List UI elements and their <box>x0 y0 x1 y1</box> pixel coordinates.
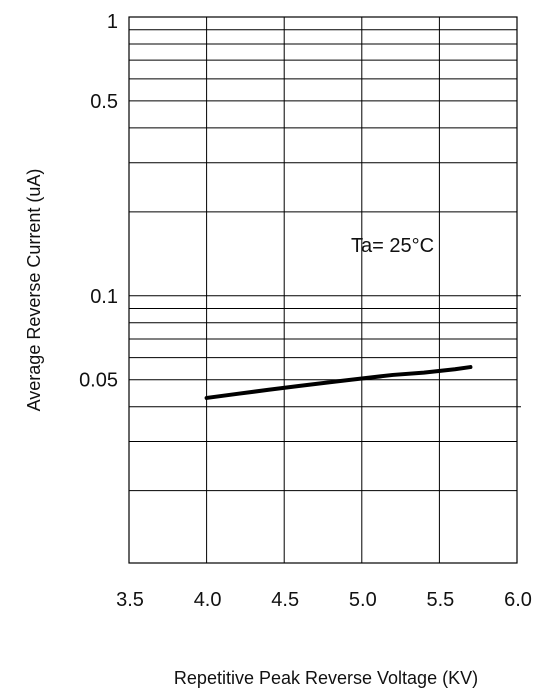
x-tick-label-4-0: 4.0 <box>194 589 222 611</box>
x-tick-label-5-5: 5.5 <box>426 589 454 611</box>
plot-frame <box>128 16 518 564</box>
x-tick-label-4-5: 4.5 <box>271 589 299 611</box>
y-axis-label: Average Reverse Current (uA) <box>24 169 44 412</box>
y-tick-label-0-5: 0.5 <box>90 91 118 113</box>
series-layer <box>204 365 473 400</box>
series-line-1 <box>204 365 473 400</box>
x-axis-label: Repetitive Peak Reverse Voltage (KV) <box>174 668 478 688</box>
x-tick-label-6-0: 6.0 <box>504 589 532 611</box>
x-tick-label-3-5: 3.5 <box>116 589 144 611</box>
grid-layer <box>128 16 521 564</box>
y-tick-label-0-05: 0.05 <box>79 370 118 392</box>
temperature-annotation: Ta= 25°C <box>351 235 434 257</box>
y-tick-label-0-1: 0.1 <box>90 286 118 308</box>
x-tick-labels: 3.5 4.0 4.5 5.0 5.5 6.0 <box>116 589 532 611</box>
y-tick-label-1: 1 <box>107 11 118 33</box>
x-tick-label-5-0: 5.0 <box>349 589 377 611</box>
y-tick-labels: 1 0.5 0.1 0.05 <box>79 11 118 392</box>
